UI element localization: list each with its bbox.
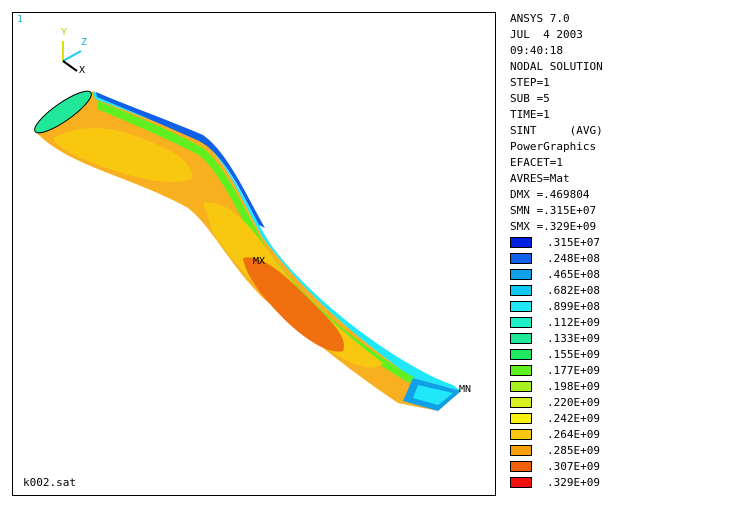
legend-value: .133E+09 (547, 331, 600, 345)
legend-row: .307E+09 (510, 458, 600, 474)
legend-value: .329E+09 (547, 475, 600, 489)
legend-swatch (510, 284, 532, 296)
info-line: SINT (AVG) (510, 124, 603, 137)
legend-value: .220E+09 (547, 395, 600, 409)
legend-value: .899E+08 (547, 299, 600, 313)
legend-swatch (510, 300, 532, 312)
info-line: AVRES=Mat (510, 172, 570, 185)
legend-row: .220E+09 (510, 394, 600, 410)
legend-value: .465E+08 (547, 267, 600, 281)
info-line: SMN =.315E+07 (510, 204, 597, 217)
legend-value: .248E+08 (547, 251, 600, 265)
info-line: STEP=1 (510, 76, 550, 89)
triad-x-label: X (79, 65, 86, 76)
legend-value: .264E+09 (547, 427, 600, 441)
triad-icon (62, 41, 82, 72)
legend-row: .465E+08 (510, 266, 600, 282)
info-line: EFACET=1 (510, 156, 563, 169)
legend-row: .248E+08 (510, 250, 600, 266)
legend-value: .682E+08 (547, 283, 600, 297)
legend-row: .133E+09 (510, 330, 600, 346)
legend-row: .682E+08 (510, 282, 600, 298)
info-line: NODAL SOLUTION (510, 60, 603, 73)
legend-value: .155E+09 (547, 347, 600, 361)
legend-row: .155E+09 (510, 346, 600, 362)
triad-z-label: Z (81, 37, 88, 48)
legend-swatch (510, 236, 532, 248)
legend-value: .198E+09 (547, 379, 600, 393)
legend-row: .899E+08 (510, 298, 600, 314)
legend-swatch (510, 332, 532, 344)
legend-swatch (510, 412, 532, 424)
info-line: DMX =.469804 (510, 188, 590, 201)
graphics-viewport[interactable]: 1 Y Z X MX (12, 12, 496, 496)
triad-y-label: Y (61, 27, 68, 38)
legend-swatch (510, 364, 532, 376)
filename-label: k002.sat (23, 476, 76, 489)
legend-row: .329E+09 (510, 474, 600, 490)
info-line: 09:40:18 (510, 44, 563, 57)
legend-row: .177E+09 (510, 362, 600, 378)
min-marker-label: MN (459, 384, 472, 395)
legend-row: .242E+09 (510, 410, 600, 426)
info-line: SMX =.329E+09 (510, 220, 597, 233)
legend-row: .285E+09 (510, 442, 600, 458)
legend-swatch (510, 396, 532, 408)
legend-value: .307E+09 (547, 459, 600, 473)
legend-swatch (510, 380, 532, 392)
legend-swatch (510, 476, 532, 488)
blade-end-left (34, 90, 92, 134)
legend-value: .177E+09 (547, 363, 600, 377)
contour-legend: .315E+07 .248E+08 .465E+08 .682E+08 .899E+08… (510, 234, 600, 490)
stress-contour-model (34, 90, 461, 411)
legend-row: .198E+09 (510, 378, 600, 394)
max-stress-region (243, 257, 344, 352)
info-line: ANSYS 7.0 (510, 12, 570, 25)
legend-row: .315E+07 (510, 234, 600, 250)
max-marker-label: MX (253, 256, 266, 267)
legend-row: .112E+09 (510, 314, 600, 330)
info-line: JUL 4 2003 (510, 28, 583, 41)
legend-value: .242E+09 (547, 411, 600, 425)
legend-swatch (510, 444, 532, 456)
info-panel: ANSYS 7.0 JUL 4 2003 09:40:18 NODAL SOLU… (510, 11, 735, 235)
legend-value: .112E+09 (547, 315, 600, 329)
legend-swatch (510, 252, 532, 264)
legend-swatch (510, 460, 532, 472)
info-line: TIME=1 (510, 108, 550, 121)
window-number: 1 (17, 14, 24, 25)
legend-row: .264E+09 (510, 426, 600, 442)
legend-value: .285E+09 (547, 443, 600, 457)
axis-triad: Y Z X (41, 25, 101, 85)
info-line: PowerGraphics (510, 140, 597, 153)
legend-swatch (510, 268, 532, 280)
info-line: SUB =5 (510, 92, 550, 105)
legend-swatch (510, 348, 532, 360)
legend-swatch (510, 316, 532, 328)
legend-swatch (510, 428, 532, 440)
legend-value: .315E+07 (547, 235, 600, 249)
